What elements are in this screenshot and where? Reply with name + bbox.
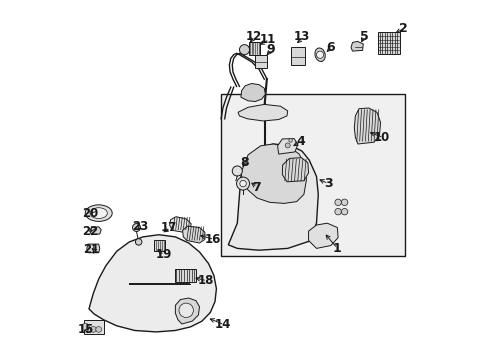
Bar bbox=[153, 240, 164, 251]
Text: 21: 21 bbox=[83, 243, 99, 256]
Circle shape bbox=[334, 208, 341, 215]
Text: 15: 15 bbox=[78, 323, 94, 336]
Polygon shape bbox=[89, 227, 101, 235]
Text: 14: 14 bbox=[215, 318, 231, 331]
Polygon shape bbox=[89, 235, 216, 332]
Bar bbox=[377, 32, 399, 54]
Polygon shape bbox=[169, 217, 191, 232]
Text: 8: 8 bbox=[239, 156, 248, 169]
Circle shape bbox=[316, 51, 323, 58]
Circle shape bbox=[236, 177, 249, 190]
Circle shape bbox=[132, 224, 140, 231]
Polygon shape bbox=[87, 244, 100, 253]
Circle shape bbox=[341, 199, 347, 206]
Text: 10: 10 bbox=[373, 131, 389, 144]
Polygon shape bbox=[238, 104, 287, 121]
Circle shape bbox=[239, 45, 249, 55]
Text: 18: 18 bbox=[197, 274, 214, 287]
Circle shape bbox=[288, 139, 292, 142]
Text: 17: 17 bbox=[161, 221, 177, 234]
Text: 23: 23 bbox=[132, 220, 148, 233]
Polygon shape bbox=[175, 298, 199, 324]
Circle shape bbox=[179, 303, 193, 318]
Circle shape bbox=[96, 327, 102, 332]
Bar bbox=[290, 47, 305, 65]
Circle shape bbox=[85, 327, 91, 332]
Text: 7: 7 bbox=[252, 181, 261, 194]
Circle shape bbox=[135, 239, 142, 245]
Circle shape bbox=[232, 166, 242, 176]
Text: 3: 3 bbox=[323, 177, 332, 190]
Text: 16: 16 bbox=[204, 233, 221, 246]
Text: 5: 5 bbox=[359, 30, 367, 43]
Circle shape bbox=[334, 199, 341, 206]
Text: 11: 11 bbox=[260, 33, 276, 46]
Text: 12: 12 bbox=[244, 30, 261, 43]
Bar bbox=[84, 320, 104, 334]
Bar bbox=[248, 42, 260, 55]
Text: 13: 13 bbox=[294, 30, 310, 43]
Bar bbox=[255, 55, 266, 68]
Polygon shape bbox=[350, 41, 363, 51]
Polygon shape bbox=[282, 158, 308, 182]
Text: 1: 1 bbox=[332, 242, 341, 255]
Circle shape bbox=[285, 143, 289, 148]
Text: 22: 22 bbox=[81, 225, 98, 238]
Polygon shape bbox=[228, 144, 318, 250]
Bar bbox=[175, 269, 196, 282]
Bar bbox=[221, 94, 404, 256]
Circle shape bbox=[239, 180, 246, 187]
Text: 19: 19 bbox=[155, 248, 171, 261]
Text: 6: 6 bbox=[326, 41, 334, 54]
Circle shape bbox=[81, 323, 89, 330]
Polygon shape bbox=[277, 139, 297, 154]
Circle shape bbox=[341, 208, 347, 215]
Polygon shape bbox=[241, 84, 265, 102]
Text: 20: 20 bbox=[81, 207, 98, 220]
Circle shape bbox=[90, 327, 96, 332]
Polygon shape bbox=[354, 108, 380, 144]
Ellipse shape bbox=[90, 208, 107, 219]
Polygon shape bbox=[241, 144, 306, 203]
Polygon shape bbox=[308, 223, 337, 248]
Text: 4: 4 bbox=[296, 135, 305, 148]
Polygon shape bbox=[182, 226, 204, 243]
Ellipse shape bbox=[85, 205, 112, 221]
Text: 9: 9 bbox=[266, 43, 275, 56]
Ellipse shape bbox=[314, 48, 325, 62]
Text: 2: 2 bbox=[399, 22, 407, 35]
